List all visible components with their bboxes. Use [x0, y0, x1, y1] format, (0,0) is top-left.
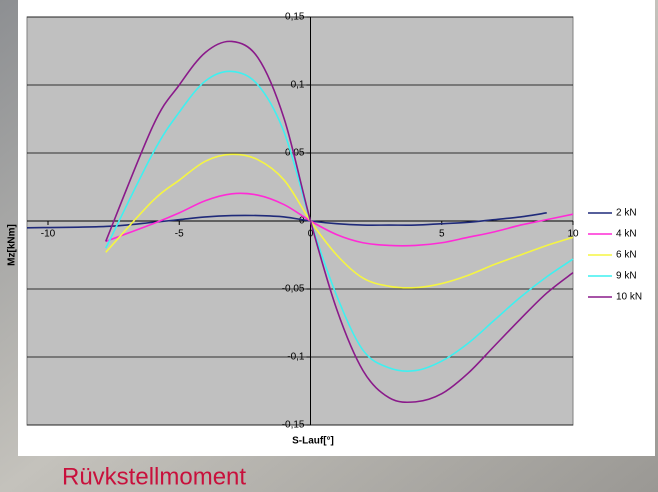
y-tick-label: -0,1: [287, 352, 305, 363]
y-tick-label: 0,1: [291, 80, 305, 91]
x-tick-label: -10: [41, 229, 56, 240]
x-tick-label: -5: [175, 229, 184, 240]
y-tick-label: -0,05: [282, 284, 305, 295]
legend-label: 10 kN: [616, 292, 642, 303]
caption: Rüvkstellmoment: [62, 463, 246, 490]
x-axis-label: S-Lauf[°]: [292, 436, 334, 447]
y-tick-label: -0,15: [282, 420, 305, 431]
page: {"chart_data": {"type": "line", "caption…: [0, 0, 658, 492]
legend-label: 4 kN: [616, 229, 637, 240]
legend-label: 2 kN: [616, 208, 637, 219]
chart: Rüvkstellmoment S-Lauf[°] Mz[kNm] -0,15-…: [0, 0, 658, 492]
y-tick-label: 0,15: [285, 12, 305, 23]
y-axis-label: Mz[kNm]: [7, 224, 18, 266]
x-tick-label: 5: [439, 229, 445, 240]
legend-label: 9 kN: [616, 271, 637, 282]
legend-label: 6 kN: [616, 250, 637, 261]
